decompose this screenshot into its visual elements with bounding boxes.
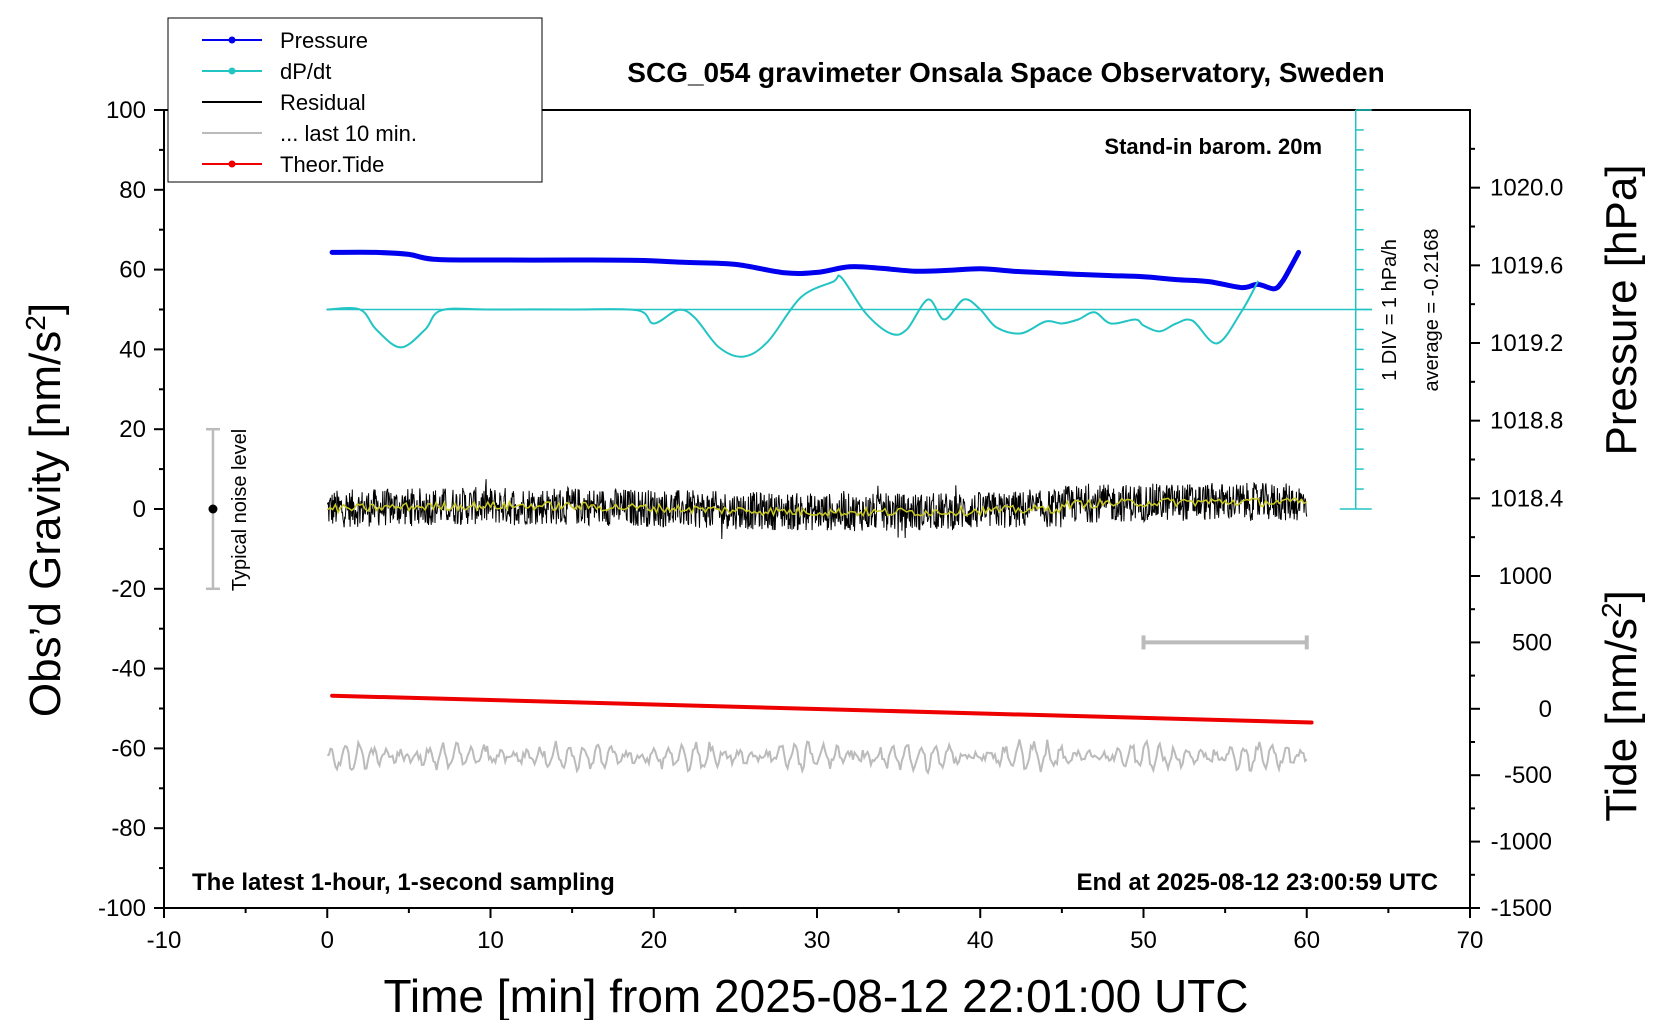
pressure-tick-label: 1018.8 — [1490, 408, 1563, 435]
legend-label: ... last 10 min. — [280, 121, 417, 146]
y-tick-label-left: 80 — [119, 177, 146, 204]
y-tick-label-left: 40 — [119, 336, 146, 363]
pressure-axis-label: Pressure [hPa] — [1597, 164, 1646, 455]
tide-tick-label: 500 — [1512, 629, 1552, 656]
legend-items: Pressure dP/dt Residual ... last 10 min. The… — [202, 28, 417, 177]
y-axis-label-left: Obs’d Gravity [nm/s2] — [20, 303, 71, 717]
tide-axis-label: Tide [nm/s2] — [1596, 590, 1647, 822]
legend-marker — [228, 67, 236, 75]
x-tick-label: 60 — [1293, 927, 1320, 954]
x-tick-label: 70 — [1457, 927, 1484, 954]
last-10-min-series — [327, 739, 1308, 776]
tide-tick-label: -1000 — [1491, 829, 1552, 856]
y-tick-label-left: -100 — [98, 895, 146, 922]
x-tick-label: -10 — [147, 927, 182, 954]
legend-label: Theor.Tide — [280, 152, 384, 177]
axes-layer: -10 0 10 20 30 40 50 60 70-100-80-60-40-20020406… — [98, 97, 1563, 954]
x-tick-label: 30 — [804, 927, 831, 954]
chart-title: SCG_054 gravimeter Onsala Space Observat… — [627, 57, 1384, 88]
noise-center-dot — [208, 504, 218, 514]
legend: Pressure dP/dt Residual ... last 10 min. The… — [167, 17, 543, 183]
dpdt-average-label: average = -0.2168 — [1421, 229, 1443, 392]
series-pressure — [329, 249, 1302, 292]
tide-axis-label-main: Tide [nm/s — [1597, 618, 1646, 822]
y-tick-label-left: 20 — [119, 416, 146, 443]
x-tick-label: 20 — [640, 927, 667, 954]
footer-left: The latest 1-hour, 1-second sampling — [192, 869, 615, 896]
tide-axis-label-sup: 2 — [1596, 602, 1627, 618]
legend-label: Pressure — [280, 28, 368, 53]
y-tick-label-left: 0 — [133, 496, 146, 523]
series-layer — [205, 109, 1373, 776]
legend-label: Residual — [280, 90, 366, 115]
dpdt-scale-label: 1 DIV = 1 hPa/h — [1379, 239, 1401, 381]
barometer-note: Stand-in barom. 20m — [1104, 134, 1322, 159]
legend-marker — [228, 160, 236, 168]
y-axis-label-left-end: ] — [21, 303, 70, 315]
pressure-tick-label: 1019.2 — [1490, 330, 1563, 357]
y-tick-label-left: -60 — [111, 735, 146, 762]
x-axis-label: Time [min] from 2025-08-12 22:01:00 UTC — [384, 970, 1249, 1020]
pressure-tick-label: 1018.4 — [1490, 485, 1563, 512]
x-tick-label: 50 — [1130, 927, 1157, 954]
x-tick-label: 0 — [321, 927, 334, 954]
tide-tick-label: 0 — [1539, 696, 1552, 723]
residual-series — [326, 479, 1308, 540]
tide-axis-label-end: ] — [1597, 590, 1646, 602]
y-tick-label-left: -20 — [111, 576, 146, 603]
series-theor-tide — [330, 693, 1314, 725]
legend-marker — [228, 36, 236, 44]
legend-label: dP/dt — [280, 59, 331, 84]
tide-tick-label: -1500 — [1491, 895, 1552, 922]
y-axis-label-left-sup: 2 — [20, 315, 51, 331]
y-tick-label-left: 60 — [119, 257, 146, 284]
y-tick-label-left: -40 — [111, 656, 146, 683]
legend-box — [167, 17, 543, 183]
y-tick-label-left: -80 — [111, 815, 146, 842]
pressure-tick-label: 1019.6 — [1490, 252, 1563, 279]
pressure-tick-label: 1020.0 — [1490, 175, 1563, 202]
tide-tick-label: 1000 — [1499, 563, 1552, 590]
x-tick-label: 10 — [477, 927, 504, 954]
residual-smoothed-series — [326, 497, 1308, 518]
footer-right: End at 2025-08-12 23:00:59 UTC — [1077, 869, 1439, 896]
series-dp-dt — [326, 274, 1259, 358]
x-tick-label: 40 — [967, 927, 994, 954]
y-axis-label-left-main: Obs’d Gravity [nm/s — [21, 331, 70, 717]
noise-level-label: Typical noise level — [229, 429, 251, 591]
tide-tick-label: -500 — [1504, 762, 1552, 789]
y-tick-label-left: 100 — [106, 97, 146, 124]
